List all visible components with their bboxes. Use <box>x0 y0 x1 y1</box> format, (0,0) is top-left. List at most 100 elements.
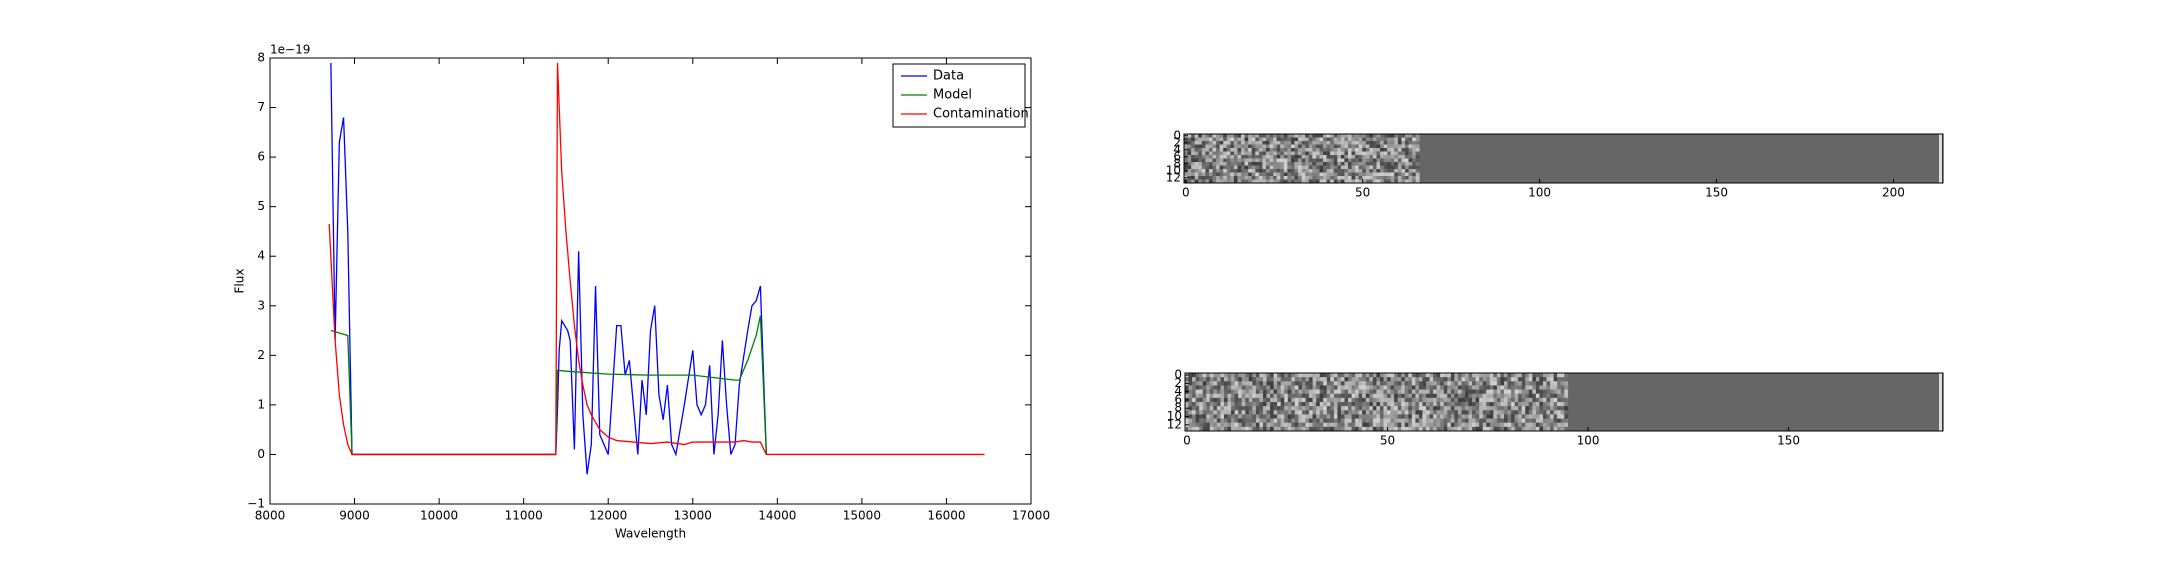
image-pixel <box>1287 381 1292 386</box>
image-pixel <box>1348 418 1352 424</box>
image-pixel <box>1337 410 1342 415</box>
image-pixel <box>1344 402 1349 407</box>
image-pixel <box>1369 179 1374 184</box>
image-pixel <box>1290 151 1295 156</box>
image-pixel <box>1372 137 1377 142</box>
image-pixel <box>1397 155 1402 159</box>
image-pixel <box>1369 402 1374 407</box>
image-pixel <box>1244 172 1249 177</box>
image-pixel <box>1273 148 1277 152</box>
image-pixel <box>1199 426 1204 432</box>
image-pixel <box>1507 377 1512 382</box>
image-pixel <box>1418 414 1423 419</box>
image-pixel <box>1305 162 1310 166</box>
image-pixel <box>1436 410 1441 415</box>
image-pixel <box>1266 381 1271 386</box>
image-pixel <box>1188 393 1193 399</box>
image-pixel <box>1376 385 1381 390</box>
image-pixel <box>1237 137 1242 142</box>
image-pixel <box>1387 151 1392 156</box>
image-pixel <box>1280 151 1285 156</box>
image-pixel <box>1309 402 1313 407</box>
image-pixel <box>1312 169 1317 173</box>
image-pixel <box>1347 151 1352 156</box>
image-pixel <box>1330 385 1335 390</box>
image-pixel <box>1447 373 1452 378</box>
image-pixel <box>1270 385 1274 390</box>
image-pixel <box>1376 141 1381 145</box>
image-pixel <box>1333 165 1338 170</box>
image-pixel <box>1231 373 1235 378</box>
image-pixel <box>1380 179 1384 184</box>
image-pixel <box>1475 410 1480 415</box>
image-pixel <box>1326 397 1331 403</box>
image-pixel <box>1340 414 1345 419</box>
image-pixel <box>1323 137 1327 142</box>
image-pixel <box>1351 134 1356 138</box>
image-pixel <box>1454 393 1459 399</box>
image-pixel <box>1323 144 1327 149</box>
image-pixel <box>1500 373 1505 378</box>
image-pixel <box>1231 402 1235 407</box>
image-pixel <box>1316 381 1320 386</box>
image-pixel <box>1337 165 1342 170</box>
image-pixel <box>1351 410 1356 415</box>
image-pixel <box>1241 377 1246 382</box>
image-pixel <box>1415 397 1420 403</box>
image-pixel <box>1472 385 1476 390</box>
image-pixel <box>1287 172 1292 177</box>
image-pixel <box>1383 158 1388 163</box>
image-pixel <box>1319 179 1324 184</box>
image-pixel <box>1450 422 1455 428</box>
image-pixel <box>1316 414 1320 419</box>
image-pixel <box>1415 137 1420 142</box>
image-pixel <box>1351 402 1356 407</box>
image-pixel <box>1205 172 1210 177</box>
image-pixel <box>1241 381 1246 386</box>
image-pixel <box>1525 426 1530 432</box>
image-pixel <box>1330 144 1335 149</box>
image-pixel <box>1387 426 1391 432</box>
image-pixel <box>1323 410 1328 415</box>
image-pixel <box>1365 418 1370 424</box>
image-pixel <box>1344 422 1349 428</box>
image-pixel <box>1291 373 1296 378</box>
image-pixel <box>1305 151 1310 156</box>
image-pixel <box>1323 176 1327 180</box>
image-pixel <box>1209 426 1214 432</box>
image-pixel <box>1248 144 1253 149</box>
image-pixel <box>1365 377 1370 382</box>
image-pixel <box>1194 148 1199 152</box>
image-pixel <box>1340 169 1345 173</box>
image-pixel <box>1489 414 1494 419</box>
image-pixel <box>1528 426 1533 432</box>
image-pixel <box>1270 393 1274 399</box>
image-pixel <box>1241 426 1246 432</box>
image-pixel <box>1323 172 1327 177</box>
image-pixel <box>1280 162 1285 166</box>
image-pixel <box>1347 162 1352 166</box>
image-pixel <box>1408 155 1413 159</box>
image-pixel <box>1475 426 1480 432</box>
image-pixel <box>1408 162 1413 166</box>
image-pixel <box>1514 385 1519 390</box>
image-pixel <box>1287 165 1292 170</box>
image-pixel <box>1340 162 1345 166</box>
image-pixel <box>1362 410 1367 415</box>
image-pixel <box>1294 158 1299 163</box>
image-pixel <box>1244 176 1249 180</box>
image-pixel <box>1191 169 1195 173</box>
image-pixel <box>1557 418 1562 424</box>
image-pixel <box>1380 169 1384 173</box>
image-pixel <box>1429 389 1434 395</box>
image-pixel <box>1539 410 1544 415</box>
image-pixel <box>1219 151 1224 156</box>
image-pixel <box>1258 179 1263 184</box>
image-pixel <box>1390 148 1395 152</box>
image-pixel <box>1202 402 1207 407</box>
legend-label: Data <box>933 69 964 84</box>
image-pixel <box>1220 426 1225 432</box>
image-pixel <box>1365 414 1370 419</box>
image-pixel <box>1390 402 1395 407</box>
image-pixel <box>1301 410 1306 415</box>
